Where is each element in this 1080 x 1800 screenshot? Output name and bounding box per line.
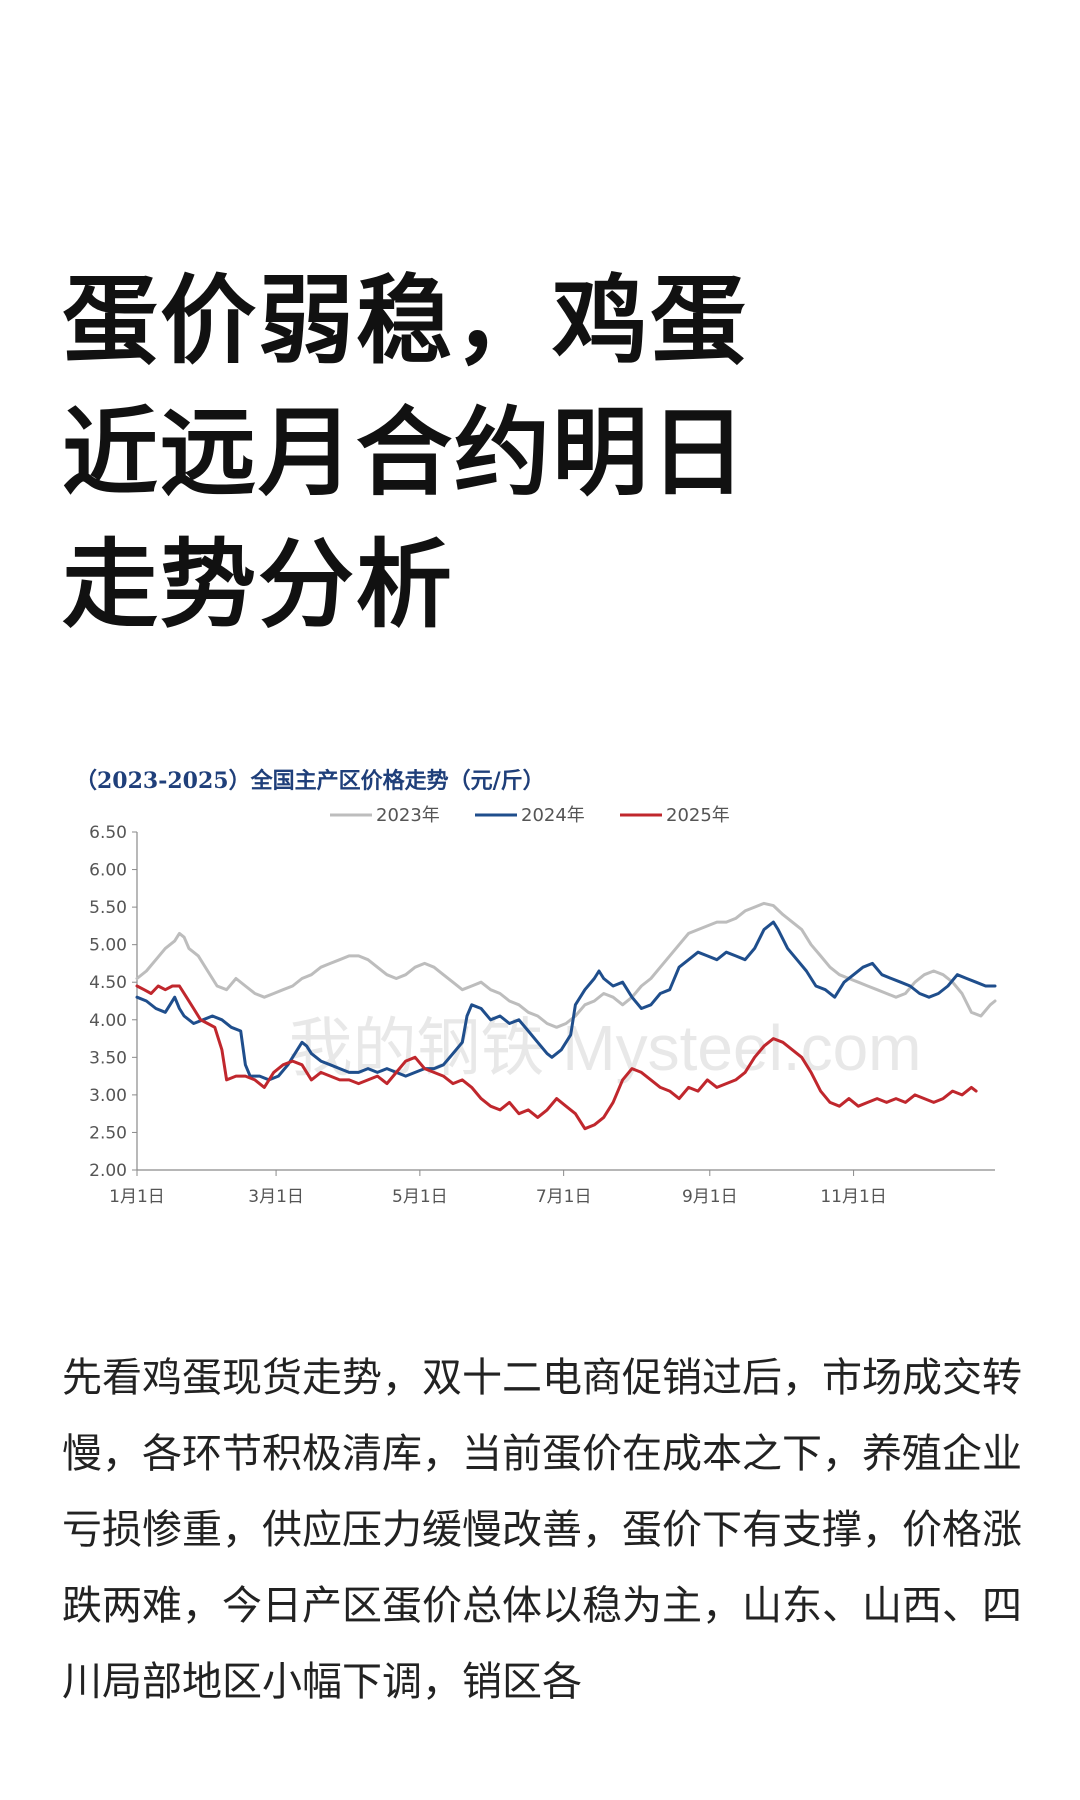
series-line-2025年: [135, 984, 978, 1131]
y-tick-label: 2.50: [89, 1123, 127, 1143]
x-tick-label: 11月1日: [820, 1187, 886, 1207]
y-tick-label: 6.00: [89, 861, 127, 881]
series-line-2024年: [135, 920, 997, 1082]
legend-label: 2023年: [376, 805, 440, 826]
article-body: 先看鸡蛋现货走势，双十二电商促销过后，市场成交转慢，各环节积极清库，当前蛋价在成…: [62, 1355, 1022, 1705]
watermark: 我的钢铁 Mysteel.com: [289, 1012, 922, 1084]
y-tick-label: 2.00: [89, 1161, 127, 1181]
legend-label: 2024年: [521, 805, 585, 826]
chart-title: （2023-2025）全国主产区价格走势（元/斤）: [75, 768, 545, 794]
x-tick-label: 3月1日: [248, 1187, 304, 1207]
price-chart: （2023-2025）全国主产区价格走势（元/斤） 我的钢铁 Mysteel.c…: [40, 750, 1050, 1290]
chart-axes: 2.00 2.50 3.00 3.50 4.00 4.50 5.00 5.50 6.00 6.50…: [89, 823, 995, 1207]
x-tick-label: 9月1日: [682, 1187, 738, 1207]
y-tick-label: 4.50: [89, 973, 127, 993]
y-tick-label: 3.00: [89, 1086, 127, 1106]
y-tick-label: 5.50: [89, 898, 127, 918]
y-tick-label: 5.00: [89, 936, 127, 956]
series-line-2023年: [135, 901, 997, 1029]
chart-legend: 2023年 2024年 2025年: [330, 805, 730, 826]
y-tick-label: 3.50: [89, 1048, 127, 1068]
x-tick-label: 1月1日: [109, 1187, 165, 1207]
chart-series: [135, 901, 997, 1131]
y-tick-label: 6.50: [89, 823, 127, 843]
x-tick-label: 7月1日: [536, 1187, 592, 1207]
chart-svg: （2023-2025）全国主产区价格走势（元/斤） 我的钢铁 Mysteel.c…: [75, 768, 997, 1207]
x-tick-label: 5月1日: [392, 1187, 448, 1207]
legend-label: 2025年: [666, 805, 730, 826]
y-tick-label: 4.00: [89, 1011, 127, 1031]
article-title: 蛋价弱稳，鸡蛋近远月合约明日走势分析: [62, 265, 748, 641]
